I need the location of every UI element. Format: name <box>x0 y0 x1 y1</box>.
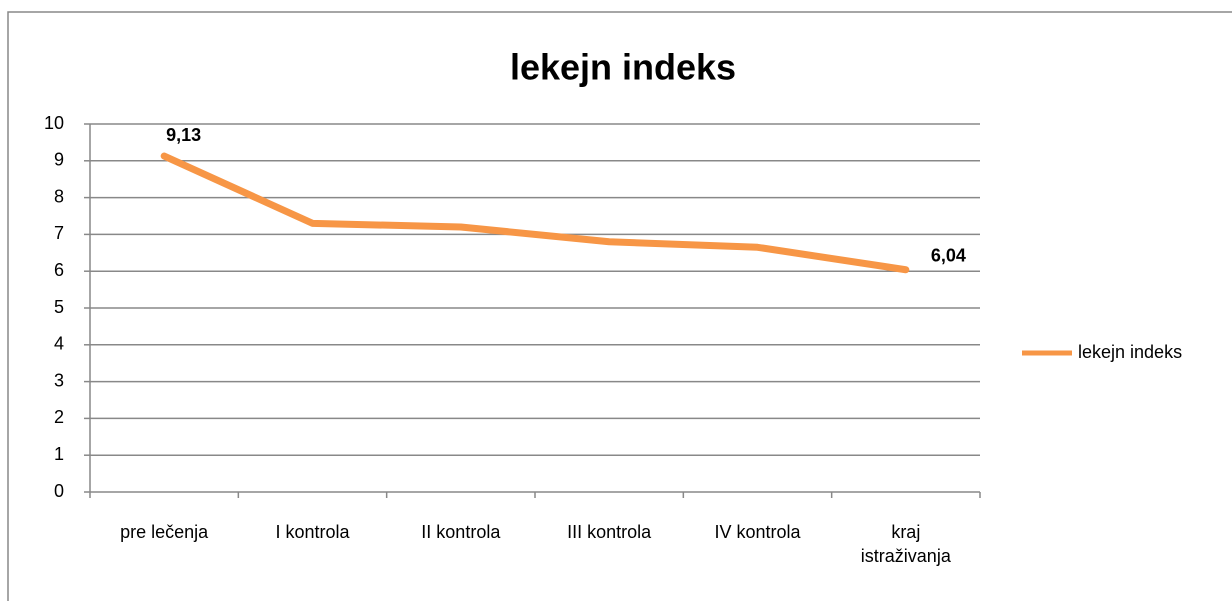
x-tick-label: III kontrola <box>567 522 652 542</box>
line <box>160 152 910 274</box>
y-tick-label: 3 <box>54 370 64 390</box>
x-tick-label: IV kontrola <box>714 522 801 542</box>
legend-label: lekejn indeks <box>1078 342 1182 362</box>
chart-title: lekejn indeks <box>510 47 736 88</box>
chart-border <box>7 11 1232 601</box>
y-tick-label: 6 <box>54 260 64 280</box>
y-tick-label: 0 <box>54 481 64 501</box>
data-label: 9,13 <box>166 125 201 145</box>
y-tick-label: 1 <box>54 444 64 464</box>
y-tick-label: 9 <box>54 150 64 170</box>
y-tick-label: 4 <box>54 334 64 354</box>
x-tick-label: pre lečenja <box>120 522 209 542</box>
x-tick-label: II kontrola <box>421 522 501 542</box>
y-tick-label: 2 <box>54 407 64 427</box>
x-tick-label: kraj istraživanja <box>860 522 951 566</box>
y-tick-label: 8 <box>54 186 64 206</box>
y-tick-label: 7 <box>54 223 64 243</box>
y-tick-label: 5 <box>54 297 64 317</box>
y-tick-label: 10 <box>44 113 64 133</box>
data-label: 6,04 <box>931 245 966 265</box>
x-tick-label: I kontrola <box>275 522 350 542</box>
